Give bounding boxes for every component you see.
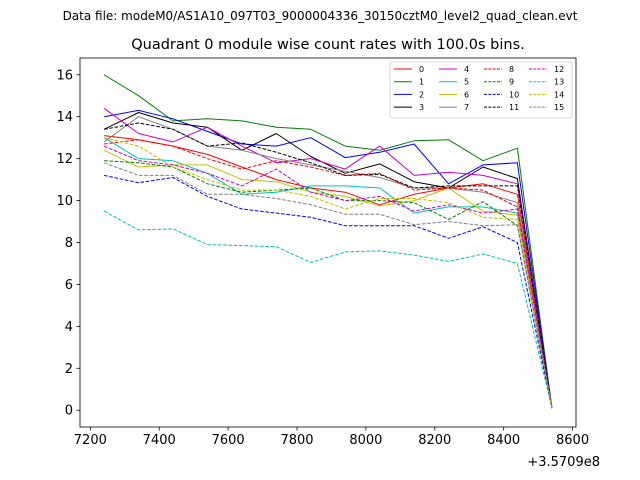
series-line-13 bbox=[103, 210, 553, 409]
y-tick-label: 0 bbox=[65, 404, 73, 419]
axes: 7200 7400 7600 7800 8000 8200 8400 860002468101… bbox=[56, 57, 589, 448]
chart-suptitle: Data file: modeM0/AS1A10_097T03_90000043… bbox=[63, 9, 578, 23]
legend-label-7: 7 bbox=[464, 103, 469, 112]
series-line-8 bbox=[104, 139, 553, 409]
x-tick-label: 7800 bbox=[280, 433, 313, 448]
legend-label-10: 10 bbox=[509, 90, 519, 99]
x-tick-label: 8200 bbox=[418, 433, 451, 448]
series-line-5 bbox=[103, 137, 553, 409]
y-tick-label: 8 bbox=[65, 236, 73, 251]
series-line-15 bbox=[103, 162, 553, 409]
x-tick-label: 7600 bbox=[212, 433, 245, 448]
x-tick-label: 7200 bbox=[74, 433, 107, 448]
legend-label-14: 14 bbox=[554, 90, 564, 99]
legend-label-9: 9 bbox=[509, 78, 514, 87]
plot-area bbox=[103, 74, 553, 409]
legend-label-3: 3 bbox=[419, 103, 424, 112]
y-tick-label: 14 bbox=[56, 110, 73, 125]
legend-label-1: 1 bbox=[419, 78, 424, 87]
legend-label-0: 0 bbox=[419, 65, 424, 74]
x-tick-label: 8400 bbox=[487, 433, 520, 448]
series-line-9 bbox=[104, 160, 553, 409]
x-tick-label: 8600 bbox=[556, 433, 589, 448]
y-tick-label: 2 bbox=[65, 362, 73, 377]
series-line-3 bbox=[103, 112, 553, 409]
series-line-0 bbox=[104, 135, 553, 409]
legend-label-13: 13 bbox=[554, 78, 564, 87]
x-tick-label: 8000 bbox=[349, 433, 382, 448]
series-line-11 bbox=[104, 122, 553, 409]
x-offset-label: +3.5709e8 bbox=[527, 455, 600, 470]
series-line-1 bbox=[103, 74, 553, 409]
x-tick-label: 7400 bbox=[143, 433, 176, 448]
y-tick-label: 6 bbox=[65, 278, 73, 293]
legend-label-6: 6 bbox=[464, 90, 469, 99]
legend-label-8: 8 bbox=[509, 65, 514, 74]
y-tick-label: 4 bbox=[65, 320, 73, 335]
chart-title: Quadrant 0 module wise count rates with … bbox=[131, 37, 525, 53]
legend-label-2: 2 bbox=[419, 90, 424, 99]
series-line-14 bbox=[103, 137, 553, 409]
legend-label-11: 11 bbox=[509, 103, 519, 112]
legend-box bbox=[389, 61, 573, 119]
legend-label-12: 12 bbox=[554, 65, 564, 74]
legend-label-15: 15 bbox=[554, 103, 564, 112]
y-tick-label: 12 bbox=[56, 152, 73, 167]
series-line-4 bbox=[103, 107, 553, 409]
series-line-2 bbox=[104, 109, 553, 409]
legend-label-5: 5 bbox=[464, 78, 469, 87]
series-line-6 bbox=[103, 149, 553, 409]
series-line-12 bbox=[103, 145, 553, 409]
legend-label-4: 4 bbox=[464, 65, 469, 74]
y-tick-label: 16 bbox=[56, 68, 73, 83]
series-line-10 bbox=[103, 174, 553, 409]
y-tick-label: 10 bbox=[56, 194, 73, 209]
